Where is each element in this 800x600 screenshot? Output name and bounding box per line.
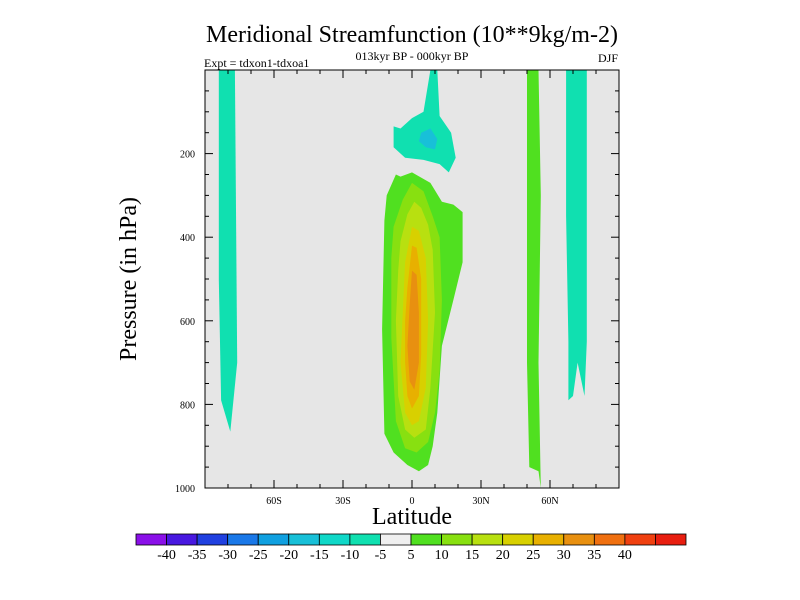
y-tick-label: 200 bbox=[180, 150, 195, 161]
contour-region-1 bbox=[393, 70, 456, 173]
colorbar-swatch-14 bbox=[563, 533, 595, 546]
colorbar-label: 30 bbox=[557, 548, 571, 563]
colorbar-swatch-3 bbox=[227, 533, 259, 546]
colorbar-label: -30 bbox=[218, 548, 237, 563]
x-tick-label: 60S bbox=[266, 496, 282, 507]
colorbar-swatch-1 bbox=[166, 533, 198, 546]
colorbar-label: 25 bbox=[526, 548, 540, 563]
colorbar-label: -5 bbox=[375, 548, 387, 563]
colorbar-swatch-15 bbox=[593, 533, 626, 546]
contour-region-10 bbox=[407, 270, 419, 390]
x-axis-label: Latitude bbox=[372, 504, 452, 530]
colorbar-swatch-0 bbox=[135, 533, 167, 546]
colorbar-swatch-7 bbox=[349, 533, 381, 546]
y-axis-label: Pressure (in hPa) bbox=[116, 197, 142, 361]
colorbar-swatch-16 bbox=[624, 533, 656, 546]
contour-region-0 bbox=[218, 70, 238, 432]
contour-region-4 bbox=[527, 70, 541, 488]
colorbar-swatch-6 bbox=[318, 533, 351, 546]
contour-region-2 bbox=[418, 128, 438, 150]
colorbar-swatch-12 bbox=[502, 533, 534, 546]
x-tick-label: 60N bbox=[541, 496, 558, 507]
x-tick-label: 30N bbox=[472, 496, 489, 507]
colorbar-swatch-11 bbox=[471, 533, 504, 546]
contour-regions bbox=[218, 70, 587, 488]
colorbar-swatch-13 bbox=[532, 533, 565, 546]
colorbar-swatch-5 bbox=[288, 533, 320, 546]
colorbar-swatch-4 bbox=[257, 533, 290, 546]
colorbar-label: 40 bbox=[618, 548, 632, 563]
colorbar-swatch-8 bbox=[380, 533, 412, 546]
axis-ticks: 60S 30S 0 30N 60N 200 400 600 800 1000 bbox=[175, 70, 619, 507]
colorbar-label: 5 bbox=[408, 548, 415, 563]
colorbar-label: 10 bbox=[435, 548, 449, 563]
chart-title: Meridional Streamfunction (10**9kg/m-2) bbox=[206, 22, 618, 48]
x-tick-label: 30S bbox=[335, 496, 351, 507]
colorbar-label: -15 bbox=[310, 548, 329, 563]
y-tick-label: 400 bbox=[180, 233, 195, 244]
colorbar-swatch-2 bbox=[196, 533, 229, 546]
subtitle-left: Expt = tdxon1-tdxoa1 bbox=[204, 56, 309, 70]
colorbar-swatch-10 bbox=[441, 533, 473, 546]
contour-region-5 bbox=[566, 70, 587, 401]
colorbar-label: 20 bbox=[496, 548, 510, 563]
plot-frame bbox=[204, 69, 620, 489]
y-tick-label: 800 bbox=[180, 400, 195, 411]
colorbar: -40 -35 -30 -25 -20 -15 -10 -5 5 10 15 20 25 30 35 40 bbox=[135, 533, 687, 563]
colorbar-label: -25 bbox=[249, 548, 268, 563]
subtitle-center: 013kyr BP - 000kyr BP bbox=[356, 49, 469, 63]
y-tick-label: 600 bbox=[180, 317, 195, 328]
colorbar-swatch-17 bbox=[655, 533, 687, 546]
colorbar-label: -40 bbox=[157, 548, 176, 563]
colorbar-label: 35 bbox=[587, 548, 601, 563]
subtitle-right: DJF bbox=[598, 51, 618, 65]
colorbar-label: -10 bbox=[341, 548, 360, 563]
y-tick-label: 1000 bbox=[175, 484, 195, 495]
colorbar-label: -20 bbox=[279, 548, 298, 563]
x-tick-label: 0 bbox=[410, 496, 415, 507]
colorbar-label: -35 bbox=[188, 548, 207, 563]
colorbar-swatch-9 bbox=[410, 533, 442, 546]
colorbar-label: 15 bbox=[465, 548, 479, 563]
